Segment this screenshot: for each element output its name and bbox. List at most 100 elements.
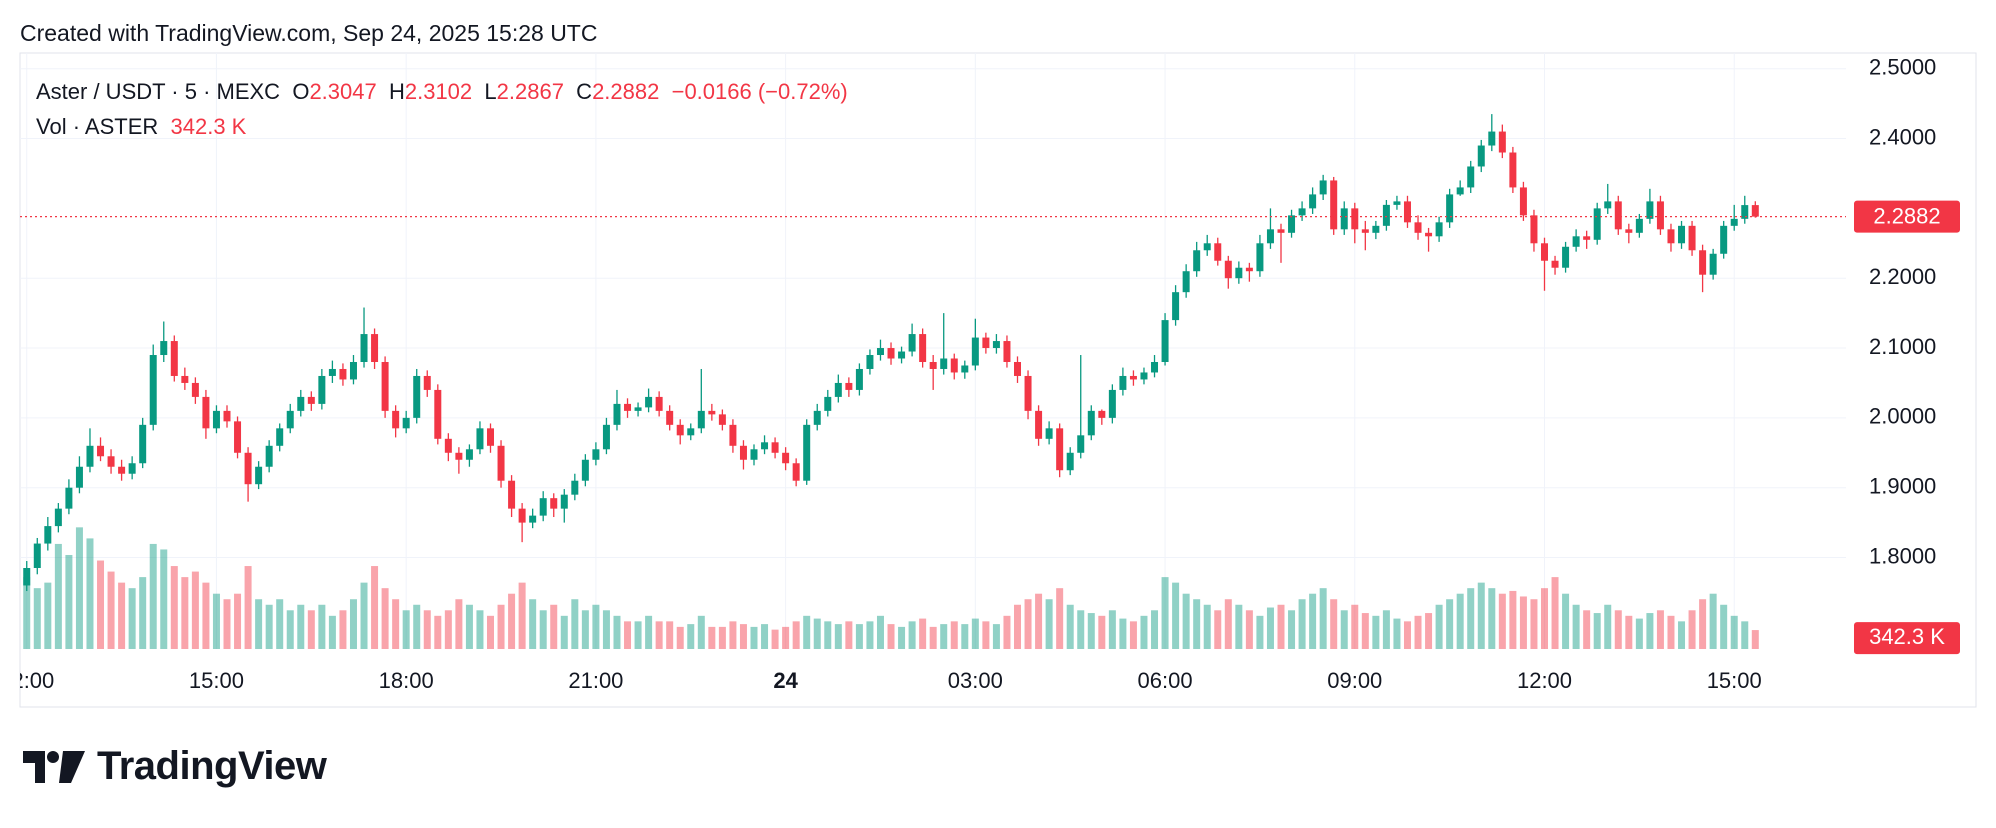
y-tick-label: 1.8000 <box>1869 543 1936 568</box>
volume-bar <box>1024 599 1032 649</box>
ohlc-letter: C <box>576 79 593 104</box>
candle-body <box>107 456 115 467</box>
candle-body <box>1709 253 1717 275</box>
volume-bar <box>1098 615 1106 649</box>
volume-bar <box>244 566 252 649</box>
candle-body <box>1035 410 1043 439</box>
symbol: Aster / USDT · 5 · MEXC <box>36 79 281 104</box>
volume-bar <box>444 610 452 649</box>
volume-bar <box>1277 604 1285 649</box>
candle-body <box>1277 229 1285 233</box>
volume-bar <box>1256 615 1264 649</box>
candle-body <box>1045 428 1053 439</box>
volume-name: Vol · ASTER <box>36 114 159 139</box>
volume-bar <box>413 604 421 649</box>
volume-bar <box>508 593 516 649</box>
candle-body <box>950 358 958 373</box>
candle-body <box>919 334 927 362</box>
volume-bar <box>729 621 737 649</box>
volume-bar <box>571 599 579 649</box>
x-tick-label: 21:00 <box>568 668 623 693</box>
volume-bar <box>803 615 811 649</box>
volume-bar <box>371 566 379 649</box>
volume-bar <box>539 610 547 649</box>
candle-body <box>286 410 294 429</box>
volume-bar <box>349 599 357 649</box>
candle-body <box>170 341 178 376</box>
candle-body <box>1129 375 1137 380</box>
volume-bar <box>1509 590 1517 649</box>
volume-bar <box>1161 577 1169 649</box>
volume-bar <box>1319 588 1327 649</box>
x-tick-label: 06:00 <box>1138 668 1193 693</box>
volume-label: 342.3 K <box>1869 624 1945 649</box>
volume-bar <box>1119 618 1127 649</box>
candle-body <box>634 407 642 411</box>
candle-body <box>1224 260 1232 279</box>
volume-bar <box>1720 604 1728 649</box>
volume-bar <box>813 618 821 649</box>
volume-bar <box>1298 599 1306 649</box>
candle-body <box>1351 208 1359 230</box>
candle-body <box>1678 225 1686 244</box>
candle-body <box>13 585 20 595</box>
volume-bar <box>1530 599 1538 649</box>
candle-body <box>845 382 853 390</box>
candle-body <box>992 341 1000 349</box>
candle-body <box>212 410 220 429</box>
volume-bar <box>1435 604 1443 649</box>
volume-bar <box>97 560 105 649</box>
volume-bar <box>65 554 73 649</box>
y-tick-label: 2.1000 <box>1869 334 1936 359</box>
candle-body <box>929 361 937 369</box>
volume-bar <box>887 624 895 649</box>
candle-body <box>423 375 431 390</box>
candle-body <box>581 459 589 481</box>
volume-bar <box>602 610 610 649</box>
volume-bar <box>1014 604 1021 649</box>
legend-row: Vol · ASTER 342.3 K <box>36 109 848 144</box>
volume-bar <box>1403 621 1411 649</box>
candle-body <box>455 452 463 460</box>
candle-body <box>708 410 716 415</box>
candle-body <box>1625 229 1633 233</box>
volume-bar <box>929 626 937 649</box>
volume-bar <box>1562 593 1570 649</box>
candle-body <box>44 526 52 544</box>
volume-bar <box>1477 582 1485 649</box>
volume-bar <box>1646 613 1654 649</box>
volume-bar <box>1035 593 1043 649</box>
volume-bar <box>1709 593 1717 649</box>
volume-bar <box>423 610 431 649</box>
candle-body <box>318 375 326 404</box>
volume-bar <box>75 527 83 649</box>
volume-bar <box>465 604 473 649</box>
candle-body <box>803 424 811 481</box>
candle-body <box>898 351 906 359</box>
volume-bar <box>223 599 231 649</box>
volume-bar <box>982 621 990 649</box>
candle-body <box>1519 187 1527 216</box>
candle-body <box>1161 320 1169 362</box>
volume-bar <box>1541 588 1548 649</box>
candle-body <box>1730 218 1738 226</box>
candle-body <box>645 396 653 408</box>
volume-bar <box>118 582 126 649</box>
candle-body <box>1446 194 1454 223</box>
volume-bar <box>961 624 969 649</box>
volume-bar <box>666 621 674 649</box>
close-value: 2.2882 <box>592 79 660 104</box>
candle-body <box>1562 246 1570 268</box>
candle-body <box>560 494 568 509</box>
candle-body <box>1498 131 1506 153</box>
candle-body <box>1382 204 1390 226</box>
candle-body <box>687 428 695 436</box>
candle-body <box>265 445 273 467</box>
volume-bar <box>876 615 884 649</box>
candle-body <box>349 361 357 380</box>
candle-body <box>855 368 863 390</box>
volume-bar <box>1066 604 1074 649</box>
candle-body <box>792 463 800 481</box>
candle-body <box>1361 229 1369 233</box>
candle-body <box>1003 341 1011 362</box>
